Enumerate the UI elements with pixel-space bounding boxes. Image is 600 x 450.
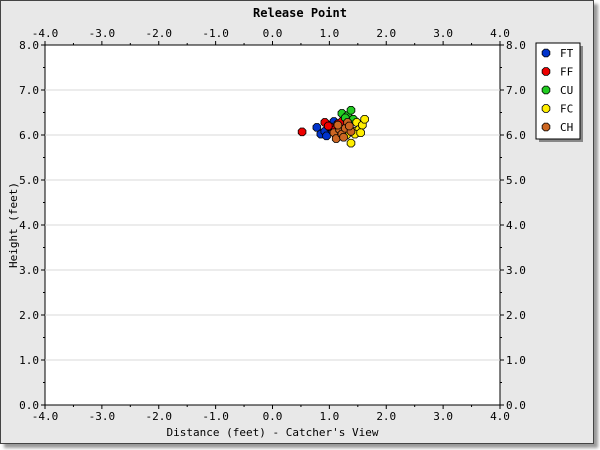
x-tick-label-top: -4.0 [32, 27, 59, 40]
legend-label-ff: FF [560, 66, 573, 79]
x-tick-label-bottom: -2.0 [146, 410, 173, 423]
x-tick-label-bottom: 2.0 [376, 410, 396, 423]
y-tick-label-left: 3.0 [19, 264, 39, 277]
legend-label-ch: CH [560, 121, 573, 134]
x-tick-label-bottom: 0.0 [263, 410, 283, 423]
y-tick-label-right: 1.0 [506, 354, 526, 367]
legend-label-fc: FC [560, 103, 573, 116]
x-tick-label-bottom: -3.0 [89, 410, 116, 423]
data-point-ch [339, 132, 348, 142]
y-tick-label-right: 6.0 [506, 129, 526, 142]
data-point-ft [312, 123, 322, 132]
x-tick-label-top: 0.0 [263, 27, 283, 40]
x-tick-label-top: 2.0 [376, 27, 396, 40]
y-tick-label-right: 5.0 [506, 174, 526, 187]
y-tick-label-left: 8.0 [19, 39, 39, 52]
data-point-fc [356, 128, 365, 138]
y-tick-label-right: 2.0 [506, 309, 526, 322]
y-tick-label-right: 4.0 [506, 219, 526, 232]
y-tick-label-left: 7.0 [19, 84, 39, 97]
data-points [297, 105, 369, 148]
legend-marker-ff [541, 67, 551, 76]
x-tick-label-top: 4.0 [490, 27, 510, 40]
x-tick-label-top: -3.0 [89, 27, 116, 40]
y-tick-label-left: 2.0 [19, 309, 39, 322]
legend-marker-fc [541, 104, 551, 113]
chart-title: Release Point [253, 6, 347, 20]
legend-marker-ft [541, 48, 551, 58]
data-point-ch [344, 121, 354, 131]
legend-label-ft: FT [560, 47, 574, 60]
y-tick-label-right: 8.0 [506, 39, 526, 52]
x-tick-label-bottom: 3.0 [433, 410, 453, 423]
x-tick-label-top: 1.0 [319, 27, 339, 40]
y-tick-label-left: 6.0 [19, 129, 39, 142]
x-tick-label-bottom: -4.0 [32, 410, 59, 423]
x-tick-label-top: -2.0 [146, 27, 173, 40]
y-tick-label-right: 3.0 [506, 264, 526, 277]
y-tick-label-left: 5.0 [19, 174, 39, 187]
y-tick-label-right: 7.0 [506, 84, 526, 97]
y-tick-label-left: 1.0 [19, 354, 39, 367]
axis-ticks: 0.0 0.0 1.0 1.0 2.0 2.0 3.0 3.0 4.0 4.0 5.0 5.0 6.0 6… [19, 27, 526, 423]
data-point-fc [360, 114, 369, 124]
legend-label-cu: CU [560, 84, 573, 97]
x-tick-label-bottom: 1.0 [319, 410, 339, 423]
x-tick-label-top: -1.0 [202, 27, 229, 40]
x-tick-label-bottom: -1.0 [202, 410, 229, 423]
y-tick-label-left: 0.0 [19, 399, 39, 412]
data-point-ff [297, 127, 307, 137]
data-point-cu [346, 105, 356, 115]
grid [45, 89, 500, 361]
y-axis-label: Height (feet) [7, 182, 20, 268]
x-tick-label-top: 3.0 [433, 27, 453, 40]
data-point-ff [323, 121, 333, 131]
data-point-fc [346, 138, 356, 148]
legend: FT FF CU FC CH [535, 42, 583, 142]
legend-marker-cu [541, 85, 551, 95]
x-tick-label-bottom: 4.0 [490, 410, 510, 423]
data-point-ch [333, 120, 343, 130]
x-axis-label: Distance (feet) - Catcher's View [167, 426, 379, 439]
legend-marker-ch [541, 122, 551, 132]
y-tick-label-left: 4.0 [19, 219, 39, 232]
y-tick-label-right: 0.0 [506, 399, 526, 412]
